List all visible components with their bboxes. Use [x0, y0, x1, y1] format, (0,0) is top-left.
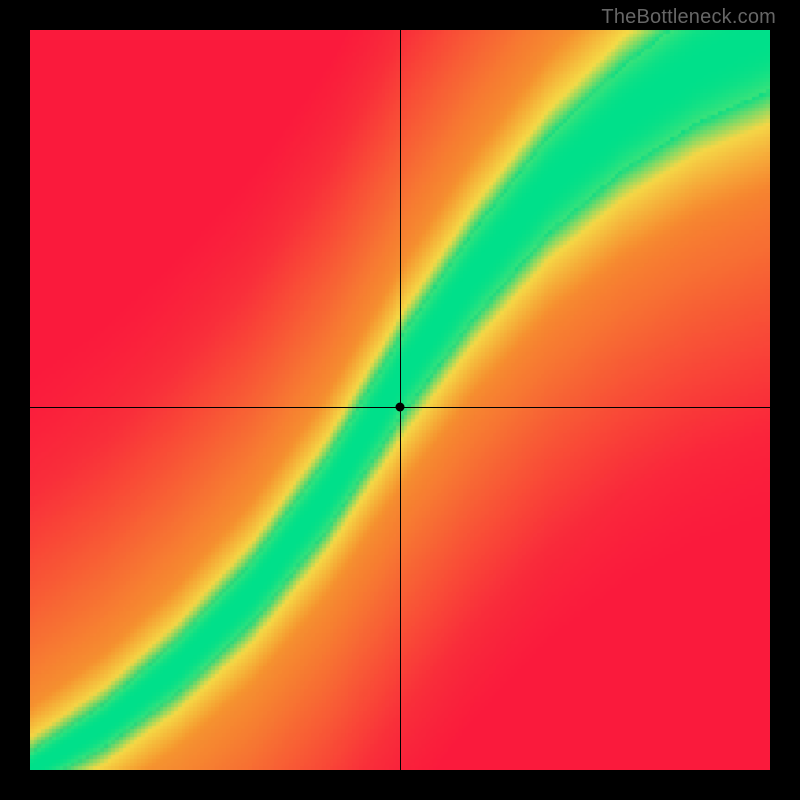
plot-area [30, 30, 770, 770]
chart-frame: TheBottleneck.com [0, 0, 800, 800]
watermark-text: TheBottleneck.com [601, 6, 776, 29]
crosshair-marker [396, 403, 405, 412]
crosshair-vertical [400, 30, 401, 770]
